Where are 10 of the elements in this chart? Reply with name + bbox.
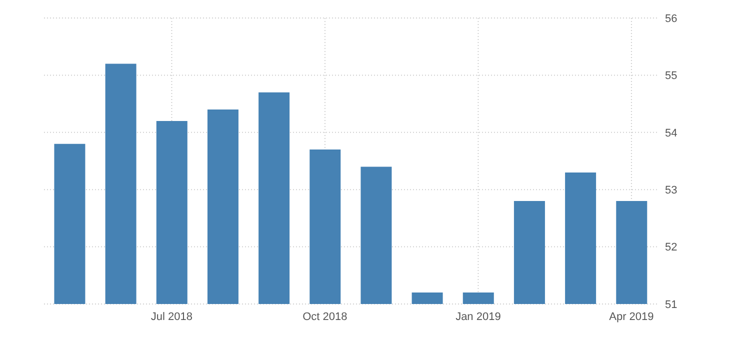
y-tick-label: 54 (665, 127, 678, 140)
y-tick-label: 56 (665, 12, 678, 25)
x-tick-label: Jul 2018 (150, 310, 193, 323)
y-tick-label: 55 (665, 70, 678, 82)
y-tick-label: 52 (665, 242, 678, 254)
x-tick-label: Jan 2019 (456, 310, 501, 323)
y-tick-label: 51 (665, 298, 678, 311)
y-tick-label: 53 (665, 184, 678, 197)
x-tick-label: Oct 2018 (302, 310, 348, 323)
x-tick-label: Apr 2019 (609, 310, 654, 323)
